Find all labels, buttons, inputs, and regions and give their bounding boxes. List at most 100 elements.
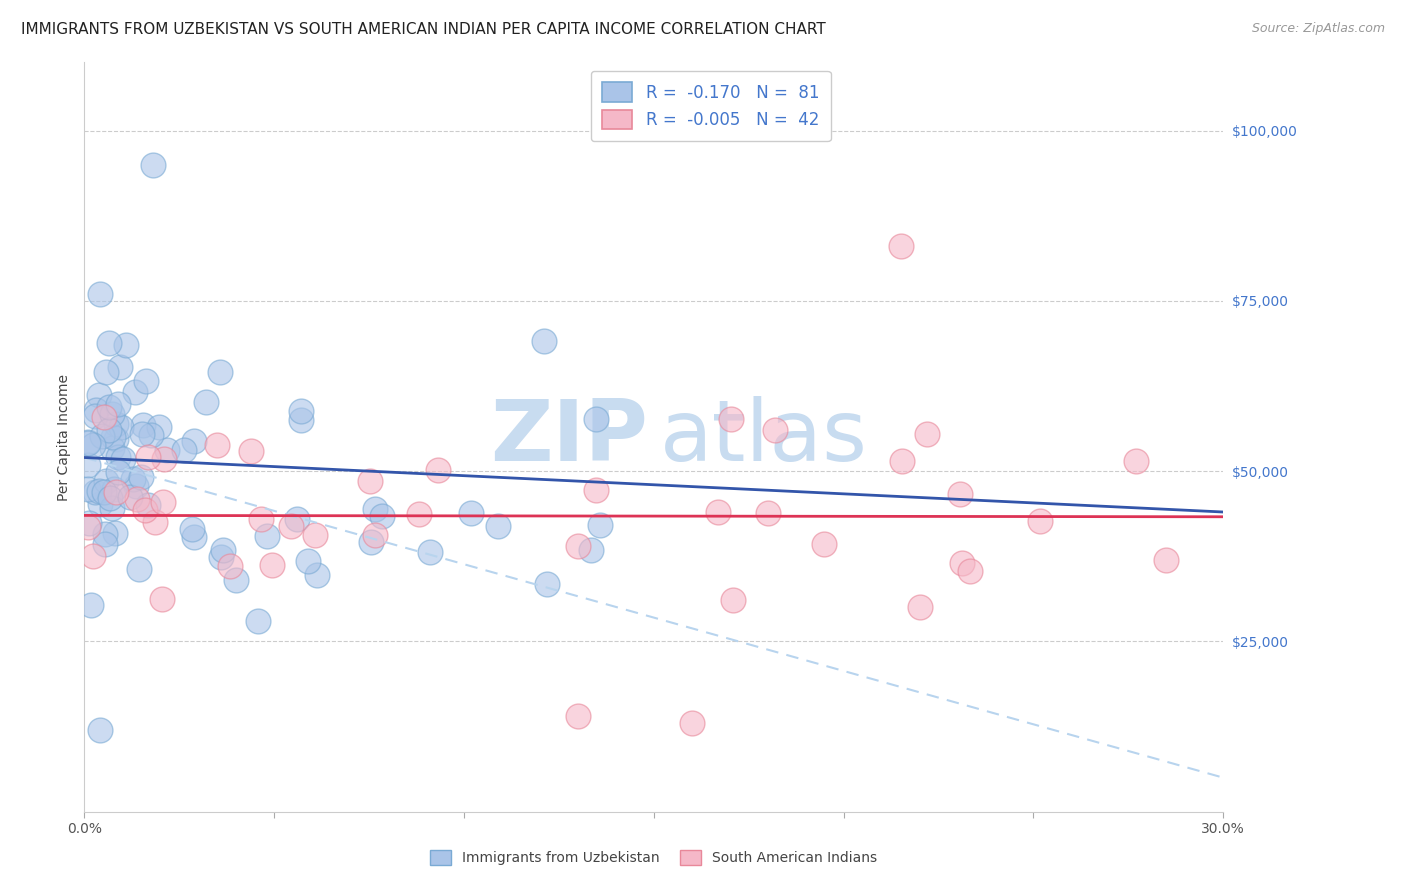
Point [98,491,121,505]
Point [723,592,745,607]
Point [720,412,742,426]
Point [136,450,159,464]
Point [195,395,218,409]
Point [84,485,107,500]
Point [706,505,728,519]
Point [813,537,835,551]
Point [82,438,104,452]
Point [364,501,387,516]
Point [125,479,148,493]
Point [134,503,156,517]
Point [132,418,155,433]
Point [77,482,100,496]
Point [107,465,129,479]
Point [949,486,972,500]
Point [1156,552,1178,566]
Point [131,427,153,442]
Point [100,441,122,455]
Point [370,509,392,524]
Point [756,506,779,520]
Point [139,428,162,442]
Point [585,483,607,497]
Point [82,549,104,564]
Point [143,515,166,529]
Point [364,528,387,542]
Point [120,490,142,504]
Point [77,516,100,531]
Point [209,550,232,565]
Point [148,420,170,434]
Point [107,450,129,465]
Y-axis label: Per Capita Income: Per Capita Income [58,374,72,500]
Point [87,483,110,498]
Point [305,568,328,582]
Point [290,404,312,418]
Point [173,443,195,458]
Point [80,598,103,612]
Point [290,413,312,427]
Point [297,554,319,568]
Point [239,444,262,458]
Point [486,519,509,533]
Point [917,426,939,441]
Point [77,435,100,450]
Point [260,558,283,573]
Point [103,482,125,496]
Point [89,723,111,737]
Point [183,530,205,544]
Point [101,501,124,516]
Point [97,336,120,351]
Point [890,239,912,253]
Point [183,434,205,449]
Point [152,495,174,509]
Point [247,614,270,628]
Point [536,577,558,591]
Point [93,409,115,424]
Point [104,526,127,541]
Point [225,573,247,587]
Point [128,562,150,576]
Point [77,436,100,450]
Point [93,485,115,500]
Point [460,507,482,521]
Point [156,442,179,457]
Point [150,591,173,606]
Point [104,485,127,500]
Point [115,337,138,351]
Text: IMMIGRANTS FROM UZBEKISTAN VS SOUTH AMERICAN INDIAN PER CAPITA INCOME CORRELATIO: IMMIGRANTS FROM UZBEKISTAN VS SOUTH AMER… [21,22,825,37]
Point [101,430,124,444]
Point [97,423,120,437]
Point [250,512,273,526]
Text: atlas: atlas [659,395,868,479]
Point [211,542,233,557]
Point [205,437,228,451]
Point [908,600,931,615]
Point [110,419,132,434]
Point [1029,514,1052,528]
Point [256,529,278,543]
Text: Source: ZipAtlas.com: Source: ZipAtlas.com [1251,22,1385,36]
Point [101,407,124,421]
Point [585,411,607,425]
Point [280,519,302,533]
Point [90,429,112,443]
Point [77,458,100,472]
Point [567,539,589,553]
Point [950,556,973,570]
Point [96,365,118,379]
Point [104,417,127,431]
Point [533,334,555,348]
Point [208,365,231,379]
Point [152,451,174,466]
Point [129,469,152,483]
Point [218,559,240,574]
Point [107,397,129,411]
Point [1125,454,1147,468]
Point [579,542,602,557]
Point [83,409,105,423]
Point [181,522,204,536]
Point [360,535,382,549]
Point [77,520,100,534]
Point [124,385,146,400]
Point [135,374,157,388]
